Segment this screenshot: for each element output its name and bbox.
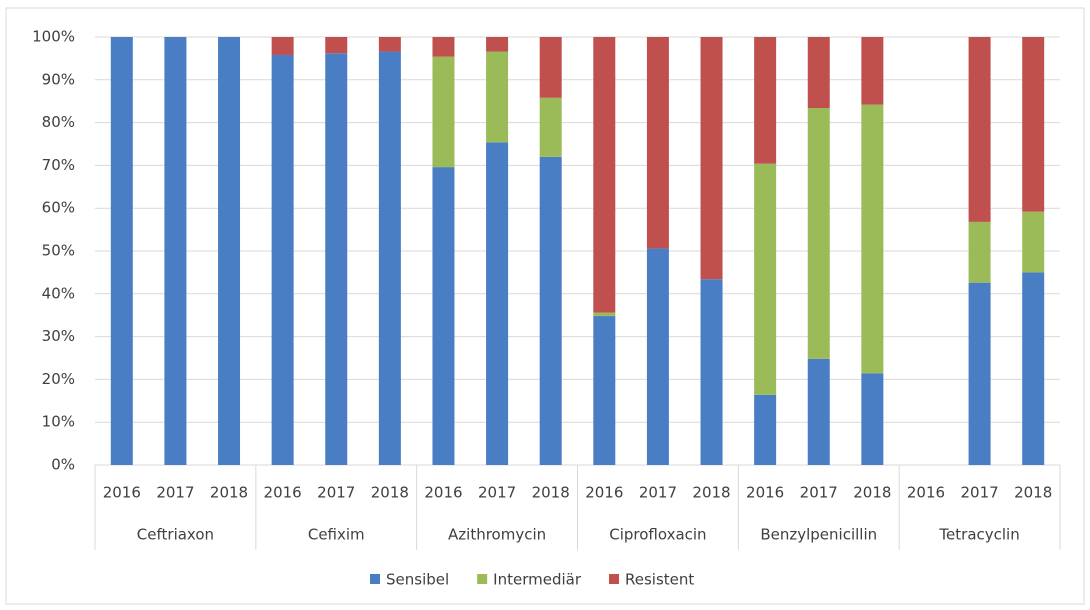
bar-segment	[378, 51, 401, 465]
x-tick-label: 2016	[424, 484, 462, 502]
bar-segment	[861, 37, 884, 105]
y-tick-label: 0%	[51, 456, 75, 474]
x-tick-label: 2017	[800, 484, 838, 502]
bar-segment	[700, 37, 723, 280]
y-tick-label: 50%	[42, 242, 75, 260]
x-tick-label: 2018	[853, 484, 891, 502]
bar-segment	[646, 37, 669, 249]
y-tick-label: 70%	[42, 156, 75, 174]
bar-segment	[432, 56, 455, 168]
group-label: Ciprofloxacin	[609, 526, 706, 544]
y-tick-label: 10%	[42, 413, 75, 431]
bar-segment	[807, 358, 830, 465]
bar-segment	[861, 373, 884, 465]
bar-segment	[754, 163, 777, 395]
y-tick-label: 100%	[32, 28, 75, 46]
y-tick-label: 40%	[42, 284, 75, 302]
bar-segment	[432, 167, 455, 465]
x-tick-label: 2017	[960, 484, 998, 502]
bar-segment	[539, 156, 562, 465]
bar-segment	[593, 37, 616, 313]
bar-segment	[646, 248, 669, 465]
y-tick-label: 80%	[42, 113, 75, 131]
bar-segment	[325, 53, 348, 465]
bar-segment	[539, 97, 562, 157]
bar-segment	[861, 104, 884, 374]
bar-segment	[700, 279, 723, 465]
x-tick-label: 2017	[478, 484, 516, 502]
x-tick-label: 2018	[1014, 484, 1052, 502]
bar-segment	[968, 221, 991, 283]
x-tick-label: 2017	[639, 484, 677, 502]
bar-segment	[754, 37, 777, 164]
group-label: Tetracyclin	[938, 526, 1019, 544]
bar-segment	[486, 37, 509, 52]
group-label: Ceftriaxon	[137, 526, 214, 544]
legend-swatch	[370, 574, 380, 584]
x-tick-label: 2018	[692, 484, 730, 502]
bar-segment	[486, 142, 509, 465]
x-tick-label: 2018	[210, 484, 248, 502]
bar-segment	[593, 312, 616, 317]
bar-segment	[271, 54, 294, 465]
x-tick-label: 2018	[371, 484, 409, 502]
legend-label: Sensibel	[386, 571, 449, 589]
bar-segment	[968, 37, 991, 222]
bar-segment	[1022, 37, 1045, 212]
group-label: Benzylpenicillin	[760, 526, 877, 544]
bar-segment	[807, 108, 830, 359]
x-tick-label: 2016	[746, 484, 784, 502]
legend-swatch	[609, 574, 620, 584]
bar-segment	[539, 37, 562, 98]
x-tick-label: 2016	[585, 484, 623, 502]
bar-segment	[271, 37, 294, 55]
y-tick-label: 20%	[42, 370, 75, 388]
bar-segment	[486, 51, 509, 143]
y-tick-label: 60%	[42, 199, 75, 217]
x-tick-label: 2018	[532, 484, 570, 502]
x-tick-label: 2017	[156, 484, 194, 502]
x-tick-label: 2016	[264, 484, 302, 502]
group-label: Azithromycin	[448, 526, 546, 544]
bar-segment	[378, 37, 401, 52]
bar-segment	[593, 316, 616, 465]
bar-segment	[432, 37, 455, 57]
bar-segment	[164, 37, 187, 465]
bar-segment	[754, 394, 777, 465]
bar-segment	[325, 37, 348, 54]
bar-segment	[218, 37, 241, 465]
legend-swatch	[477, 574, 488, 584]
y-tick-label: 90%	[42, 70, 75, 88]
group-label: Cefixim	[308, 526, 365, 544]
bar-segment	[1022, 272, 1045, 465]
y-tick-label: 30%	[42, 327, 75, 345]
legend-label: Intermediär	[493, 571, 582, 589]
x-tick-label: 2017	[317, 484, 355, 502]
legend-label: Resistent	[625, 571, 694, 589]
bar-segment	[807, 37, 830, 109]
x-tick-label: 2016	[907, 484, 945, 502]
bar-segment	[1022, 211, 1045, 273]
x-tick-label: 2016	[103, 484, 141, 502]
bar-segment	[968, 282, 991, 465]
bar-segment	[110, 37, 133, 465]
